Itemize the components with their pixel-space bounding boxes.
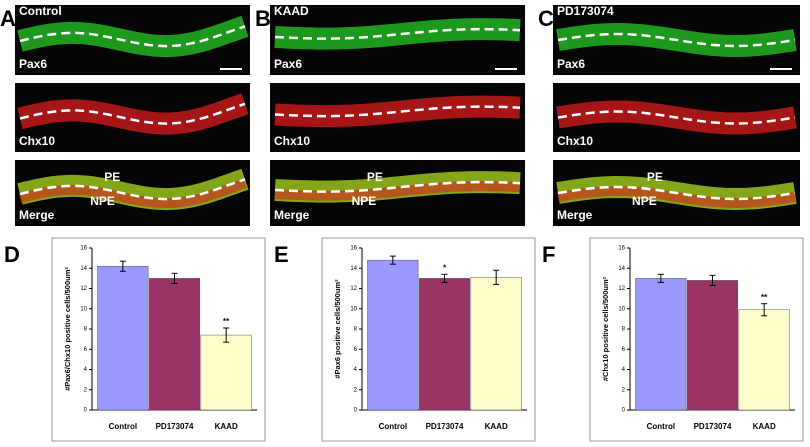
y-tick-label: 6 <box>354 347 358 353</box>
region-label: PE <box>367 170 383 184</box>
panel-letter: E <box>274 242 289 267</box>
region-label: NPE <box>632 194 657 208</box>
boundary-line <box>19 102 246 125</box>
boundary-line <box>274 27 521 40</box>
x-tick-label: PD173074 <box>426 422 464 431</box>
y-tick-label: 12 <box>350 286 357 292</box>
row-label: Pax6 <box>274 57 302 71</box>
y-tick-label: 2 <box>622 387 626 393</box>
y-tick-label: 14 <box>618 266 625 272</box>
bar <box>148 278 201 411</box>
panel-letter: A <box>0 6 16 31</box>
boundary-line <box>557 185 796 201</box>
y-tick-label: 0 <box>354 408 358 414</box>
panel-title: PD173074 <box>557 4 614 18</box>
y-axis-label: #Pax6/Chx10 positive cells/500um² <box>63 267 72 391</box>
y-axis-label: #Chx10 positive cells/500um² <box>601 276 610 381</box>
bar <box>738 309 790 411</box>
y-tick-label: 0 <box>84 408 88 414</box>
significance: ** <box>761 293 768 302</box>
panel-title: Control <box>19 4 62 18</box>
y-tick-label: 16 <box>350 246 357 252</box>
boundary-line <box>557 32 796 48</box>
panel-title: KAAD <box>274 4 309 18</box>
significance: * <box>443 263 447 272</box>
y-tick-label: 14 <box>80 266 87 272</box>
bar <box>418 278 471 411</box>
panel-letter: D <box>4 242 20 267</box>
y-tick-label: 10 <box>618 306 625 312</box>
x-tick-label: Control <box>379 422 407 431</box>
y-tick-label: 16 <box>80 246 87 252</box>
y-tick-label: 0 <box>622 408 626 414</box>
x-tick-label: PD173074 <box>694 422 732 431</box>
boundary-line <box>274 180 521 193</box>
x-tick-label: KAAD <box>485 422 508 431</box>
y-tick-label: 2 <box>354 387 358 393</box>
y-tick-label: 16 <box>618 246 625 252</box>
region-label: PE <box>647 170 663 184</box>
row-label: Chx10 <box>557 134 593 148</box>
y-tick-label: 10 <box>350 306 357 312</box>
y-tick-label: 12 <box>80 286 87 292</box>
significance: ** <box>223 317 230 326</box>
tissue-band <box>18 178 247 209</box>
row-label: Merge <box>274 208 310 222</box>
y-tick-label: 4 <box>354 367 358 373</box>
y-tick-label: 6 <box>622 347 626 353</box>
region-label: PE <box>104 170 120 184</box>
x-tick-label: PD173074 <box>156 422 194 431</box>
y-tick-label: 4 <box>84 367 88 373</box>
row-label: Chx10 <box>274 134 310 148</box>
row-label: Merge <box>19 208 55 222</box>
region-label: NPE <box>90 194 115 208</box>
y-tick-label: 10 <box>80 306 87 312</box>
tissue-band <box>274 181 521 201</box>
bar <box>470 277 522 411</box>
y-axis-label: #Pax6 positive cells/500um² <box>333 279 342 379</box>
y-tick-label: 8 <box>622 327 626 333</box>
x-tick-label: KAAD <box>753 422 776 431</box>
panel-letter: B <box>255 6 271 31</box>
x-tick-label: Control <box>109 422 137 431</box>
y-tick-label: 8 <box>84 327 88 333</box>
y-tick-label: 14 <box>350 266 357 272</box>
boundary-line <box>557 110 796 125</box>
row-label: Merge <box>557 208 593 222</box>
panel-letter: F <box>542 242 555 267</box>
bar <box>97 265 149 411</box>
boundary-line <box>19 178 246 201</box>
bar <box>635 278 687 411</box>
row-label: Chx10 <box>19 134 55 148</box>
y-tick-label: 8 <box>354 327 358 333</box>
bar <box>367 259 419 411</box>
tissue-band <box>557 185 796 209</box>
region-label: NPE <box>352 194 377 208</box>
y-tick-label: 2 <box>84 387 88 393</box>
row-label: Pax6 <box>19 57 47 71</box>
panel-letter: C <box>538 6 554 31</box>
row-label: Pax6 <box>557 57 585 71</box>
boundary-line <box>19 25 246 48</box>
y-tick-label: 4 <box>622 367 626 373</box>
y-tick-label: 12 <box>618 286 625 292</box>
x-tick-label: Control <box>647 422 675 431</box>
x-tick-label: KAAD <box>215 422 238 431</box>
bar <box>686 280 739 411</box>
bar <box>200 334 252 411</box>
y-tick-label: 6 <box>84 347 88 353</box>
boundary-line <box>274 105 521 118</box>
